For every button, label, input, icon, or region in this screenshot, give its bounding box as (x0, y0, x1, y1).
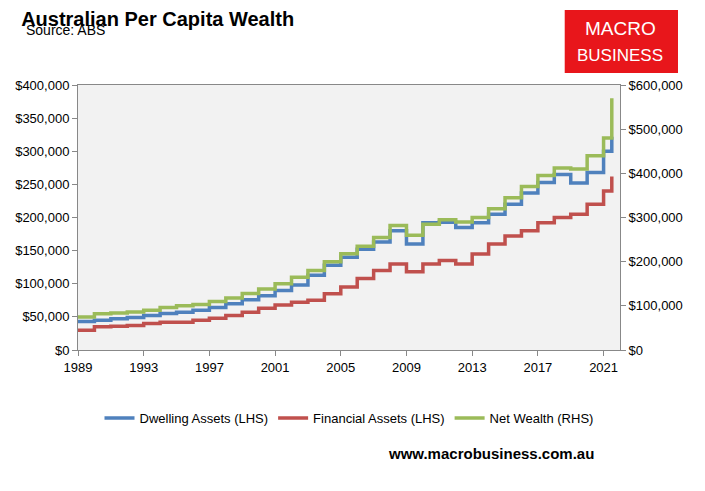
svg-text:$0: $0 (629, 343, 643, 358)
svg-text:$600,000: $600,000 (629, 78, 683, 93)
svg-text:2001: 2001 (261, 360, 290, 375)
svg-text:Dwelling Assets (LHS): Dwelling Assets (LHS) (140, 411, 269, 426)
svg-text:Net Wealth (RHS): Net Wealth (RHS) (490, 411, 594, 426)
svg-text:Australian Per Capita Wealth: Australian Per Capita Wealth (21, 8, 294, 30)
svg-text:$500,000: $500,000 (629, 122, 683, 137)
svg-text:1989: 1989 (64, 360, 93, 375)
svg-text:$100,000: $100,000 (629, 298, 683, 313)
svg-text:www.macrobusiness.com.au: www.macrobusiness.com.au (388, 445, 594, 462)
svg-text:Financial Assets (LHS): Financial Assets (LHS) (313, 411, 445, 426)
svg-text:BUSINESS: BUSINESS (577, 46, 663, 65)
svg-text:$400,000: $400,000 (15, 78, 69, 93)
svg-text:2009: 2009 (392, 360, 421, 375)
svg-text:2021: 2021 (589, 360, 618, 375)
svg-text:MACRO: MACRO (585, 18, 656, 39)
svg-text:$200,000: $200,000 (15, 210, 69, 225)
svg-text:$200,000: $200,000 (629, 254, 683, 269)
svg-text:2017: 2017 (523, 360, 552, 375)
svg-text:$0: $0 (55, 343, 69, 358)
svg-text:$150,000: $150,000 (15, 243, 69, 258)
svg-text:$300,000: $300,000 (629, 210, 683, 225)
svg-text:2005: 2005 (326, 360, 355, 375)
svg-text:1993: 1993 (129, 360, 158, 375)
svg-text:$300,000: $300,000 (15, 144, 69, 159)
svg-text:$250,000: $250,000 (15, 177, 69, 192)
svg-text:Source: ABS: Source: ABS (26, 22, 105, 38)
svg-text:2013: 2013 (458, 360, 487, 375)
svg-text:$50,000: $50,000 (22, 309, 69, 324)
svg-text:1997: 1997 (195, 360, 224, 375)
svg-text:$400,000: $400,000 (629, 166, 683, 181)
svg-text:$100,000: $100,000 (15, 276, 69, 291)
svg-text:$350,000: $350,000 (15, 111, 69, 126)
